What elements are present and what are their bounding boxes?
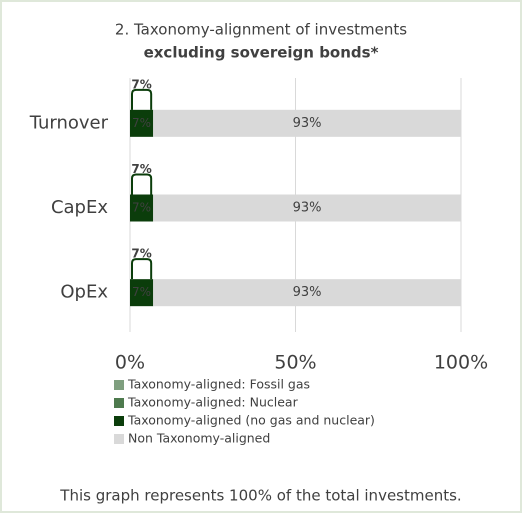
x-tick-label: 0% <box>115 352 145 374</box>
bar-segment <box>153 109 462 137</box>
x-tick-label: 100% <box>434 352 488 374</box>
callout-label: 7% <box>131 77 151 91</box>
bar-segment <box>130 279 154 307</box>
bar-segment <box>130 109 154 137</box>
data-label: 93% <box>293 201 322 216</box>
data-label: 7% <box>132 201 151 215</box>
callout <box>131 88 153 110</box>
legend-swatch <box>114 398 124 408</box>
legend-swatch <box>114 380 124 390</box>
legend-swatch <box>114 434 124 444</box>
bar-segment <box>153 279 462 307</box>
callout-label: 7% <box>131 162 151 176</box>
data-label: 93% <box>293 285 322 300</box>
legend-label: Taxonomy-aligned: Nuclear <box>127 395 299 410</box>
legend-label: Taxonomy-aligned: Fossil gas <box>127 377 310 392</box>
bar-segment <box>130 194 154 222</box>
chart-title: 2. Taxonomy-alignment of investments <box>115 21 407 39</box>
category-label: CapEx <box>51 197 108 218</box>
category-label: OpEx <box>60 282 108 303</box>
footnote: This graph represents 100% of the total … <box>59 487 461 505</box>
callout <box>131 173 153 195</box>
data-label: 93% <box>293 116 322 131</box>
callout-label: 7% <box>131 247 151 261</box>
callout <box>131 258 153 280</box>
category-label: Turnover <box>29 112 109 133</box>
legend-swatch <box>114 416 124 426</box>
chart-subtitle: excluding sovereign bonds* <box>144 44 379 62</box>
legend-label: Non Taxonomy-aligned <box>128 431 270 446</box>
x-tick-label: 50% <box>274 352 316 374</box>
legend-label: Taxonomy-aligned (no gas and nuclear) <box>127 413 375 428</box>
data-label: 7% <box>132 285 151 299</box>
bar-segment <box>153 194 462 222</box>
data-label: 7% <box>132 116 151 130</box>
